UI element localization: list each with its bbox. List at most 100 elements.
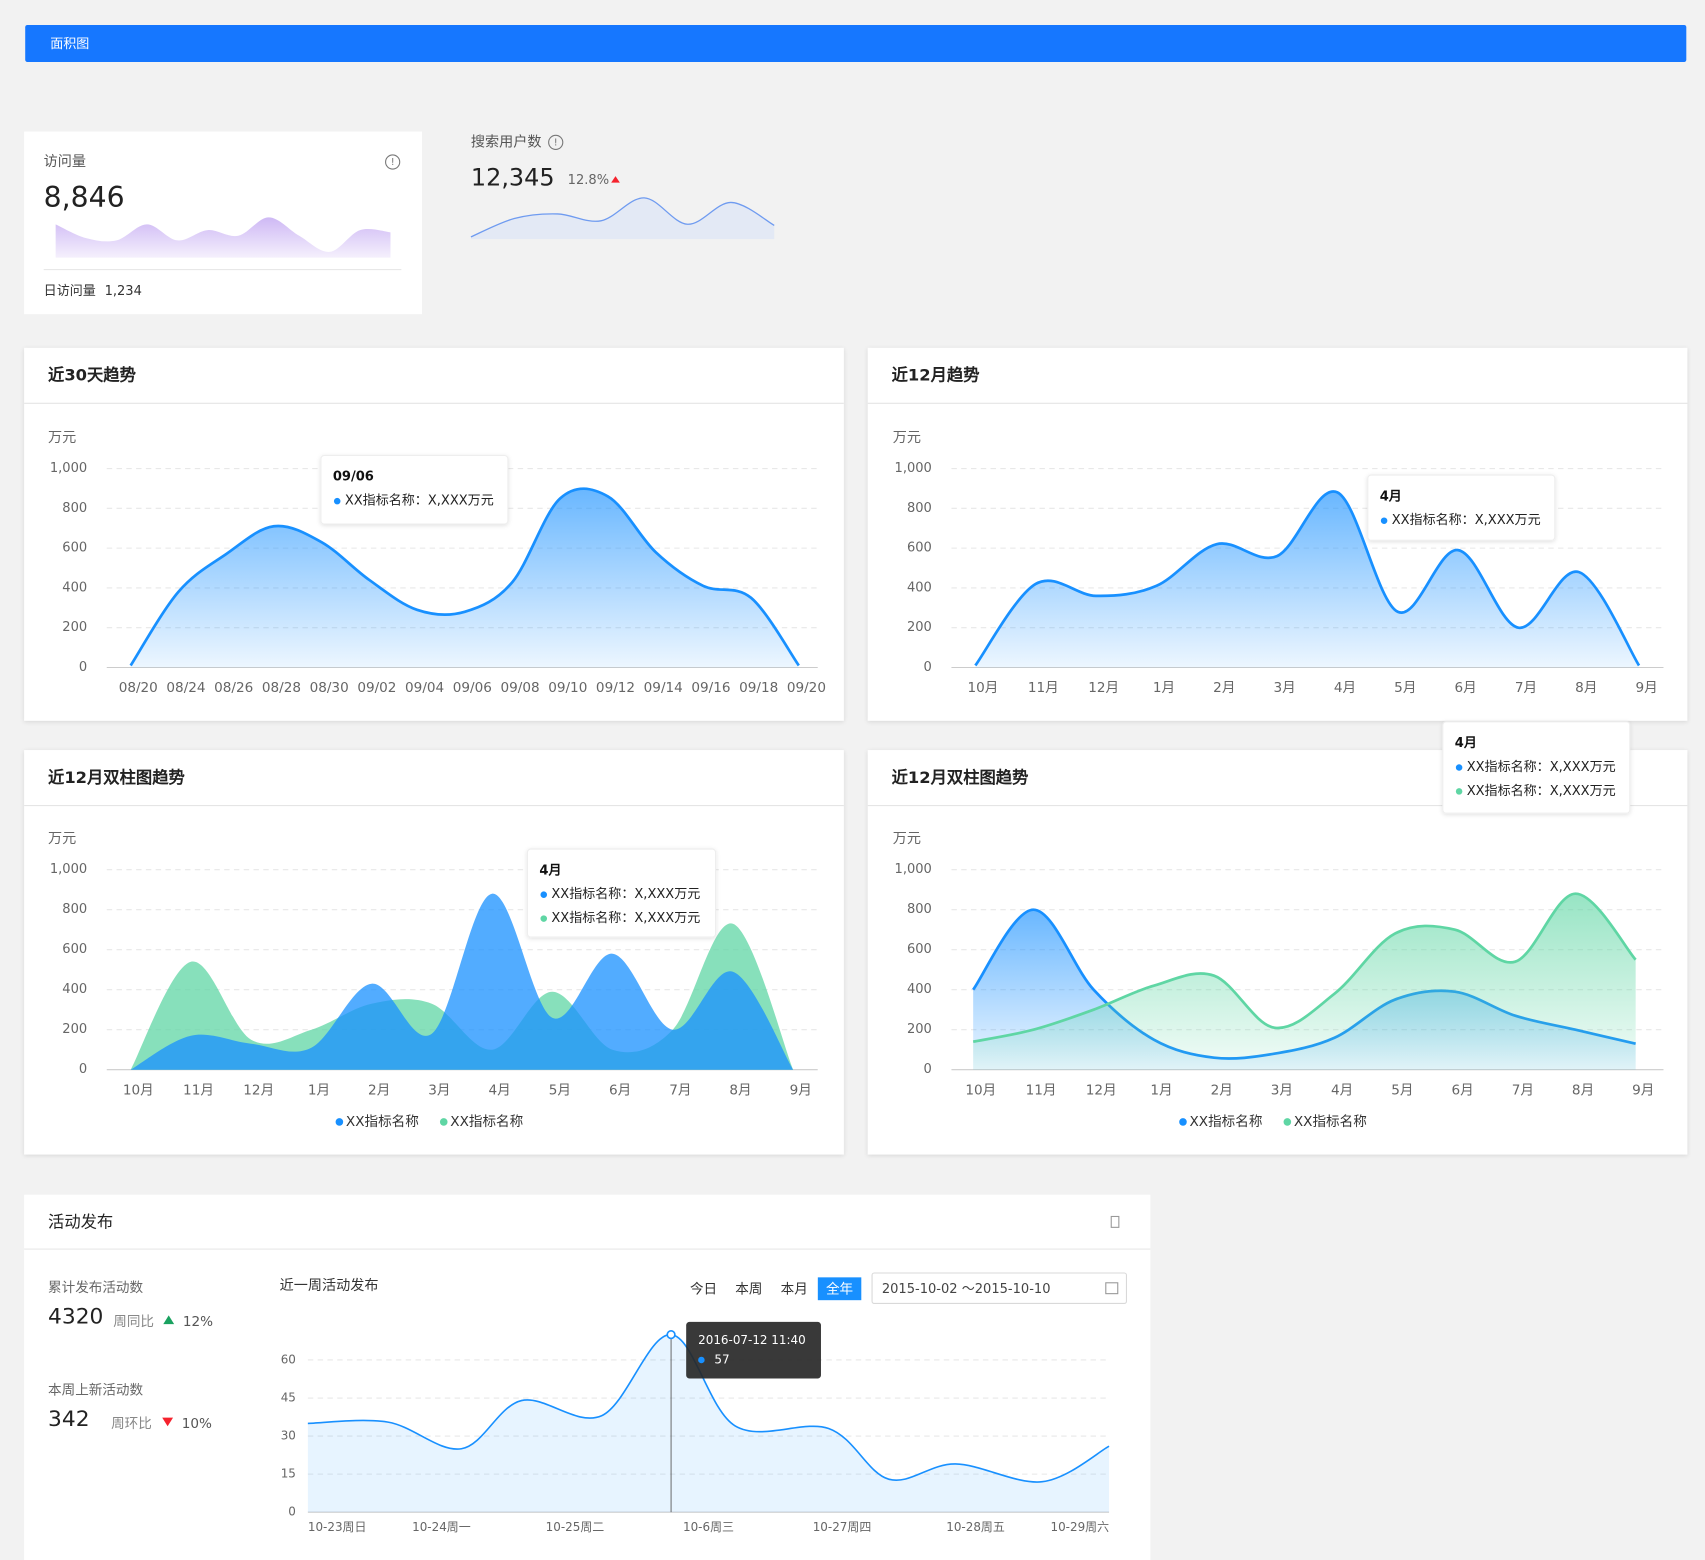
card-title: 近12月趋势 bbox=[892, 366, 981, 385]
x-tick-label: 10-6周三 bbox=[683, 1520, 734, 1534]
stat-value: 12,345 bbox=[471, 163, 555, 191]
y-tick-label: 0 bbox=[924, 660, 932, 675]
x-tick-label: 08/26 bbox=[214, 680, 253, 696]
legend-dot bbox=[1179, 1118, 1187, 1126]
y-tick-label: 800 bbox=[62, 501, 87, 516]
y-tick-label: 30 bbox=[281, 1429, 296, 1443]
tooltip-item: XX指标名称：X,XXX万元 bbox=[1467, 759, 1616, 775]
x-tick-label: 08/24 bbox=[166, 680, 205, 696]
tooltip-dot bbox=[1380, 517, 1388, 524]
y-tick-label: 400 bbox=[907, 982, 932, 997]
area-line bbox=[129, 487, 800, 667]
area-fill bbox=[130, 893, 794, 1070]
stat-change: 10% bbox=[182, 1416, 212, 1432]
y-tick-label: 0 bbox=[79, 660, 87, 675]
stat-footer-value: 1,234 bbox=[105, 284, 142, 299]
tooltip-item: XX指标名称：X,XXX万元 bbox=[551, 910, 700, 926]
x-tick-label: 5月 bbox=[549, 1082, 571, 1098]
legend-label[interactable]: XX指标名称 bbox=[1294, 1114, 1367, 1130]
tooltip-title: 09/06 bbox=[333, 470, 374, 485]
tooltip bbox=[686, 1321, 821, 1379]
info-icon[interactable] bbox=[385, 154, 401, 170]
area-fill bbox=[307, 1334, 1110, 1513]
tooltip-dot bbox=[698, 1356, 705, 1364]
tooltip-dot bbox=[540, 891, 548, 898]
legend-label[interactable]: XX指标名称 bbox=[450, 1114, 523, 1130]
area-fill bbox=[975, 491, 1640, 668]
x-tick-label: 09/04 bbox=[405, 680, 444, 696]
activity-card bbox=[24, 1194, 1151, 1560]
x-tick-label: 11月 bbox=[183, 1082, 214, 1098]
tooltip-title: 4月 bbox=[539, 863, 561, 878]
stat-label: 累计发布活动数 bbox=[48, 1280, 143, 1296]
x-tick-label: 6月 bbox=[1455, 680, 1477, 696]
tooltip-dot bbox=[1455, 764, 1463, 771]
y-axis-unit: 万元 bbox=[48, 831, 76, 847]
x-tick-label: 08/20 bbox=[119, 680, 158, 696]
tooltip bbox=[1442, 721, 1631, 814]
trend-up bbox=[611, 176, 620, 183]
x-tick-label: 09/08 bbox=[500, 680, 539, 696]
x-tick-label: 4月 bbox=[1334, 680, 1356, 696]
x-tick-label: 09/10 bbox=[548, 680, 587, 696]
card-title: 近12月双柱图趋势 bbox=[48, 768, 185, 787]
card-title: 活动发布 bbox=[48, 1212, 113, 1231]
tooltip-dot bbox=[1455, 788, 1463, 795]
filter-tab[interactable]: 今日 bbox=[690, 1281, 717, 1297]
y-tick-label: 800 bbox=[907, 902, 932, 917]
x-tick-label: 7月 bbox=[1512, 1082, 1534, 1098]
x-tick-label: 3月 bbox=[428, 1082, 450, 1098]
y-tick-label: 600 bbox=[907, 942, 932, 957]
y-tick-label: 200 bbox=[62, 620, 87, 635]
info-icon[interactable] bbox=[548, 134, 564, 151]
x-tick-label: 7月 bbox=[1515, 680, 1537, 696]
x-tick-label: 10-23周日 bbox=[308, 1520, 367, 1534]
hover-point bbox=[666, 1329, 676, 1340]
legend-label[interactable]: XX指标名称 bbox=[346, 1114, 419, 1130]
tooltip-title: 2016-07-12 11:40 bbox=[698, 1333, 806, 1347]
tooltip-item: XX指标名称：X,XXX万元 bbox=[345, 493, 494, 509]
stat-value: 342 bbox=[48, 1407, 89, 1432]
legend-label[interactable]: XX指标名称 bbox=[1190, 1114, 1263, 1130]
y-tick-label: 600 bbox=[62, 942, 87, 957]
stat-value: 8,846 bbox=[44, 181, 125, 214]
x-tick-label: 2月 bbox=[368, 1082, 390, 1098]
tooltip-item: XX指标名称：X,XXX万元 bbox=[1467, 783, 1616, 799]
tooltip-title: 4月 bbox=[1380, 489, 1402, 504]
x-tick-label: 1月 bbox=[1153, 680, 1175, 696]
y-tick-label: 200 bbox=[62, 1022, 87, 1037]
x-tick-label: 6月 bbox=[609, 1082, 631, 1098]
y-tick-label: 0 bbox=[924, 1062, 932, 1077]
card-icon[interactable] bbox=[1110, 1215, 1120, 1228]
x-tick-label: 5月 bbox=[1391, 1082, 1413, 1098]
x-tick-label: 10-25周二 bbox=[546, 1520, 605, 1534]
x-tick-label: 10-29周六 bbox=[1050, 1520, 1109, 1534]
chart-title: 近一周活动发布 bbox=[280, 1278, 379, 1294]
x-tick-label: 09/14 bbox=[644, 680, 683, 696]
tooltip-dot bbox=[333, 497, 341, 505]
filter-tab[interactable]: 本周 bbox=[735, 1281, 762, 1297]
filter-tab[interactable]: 本月 bbox=[781, 1281, 808, 1297]
legend-dot bbox=[1283, 1118, 1292, 1126]
tooltip bbox=[526, 848, 717, 938]
date-picker[interactable] bbox=[871, 1272, 1127, 1304]
x-tick-label: 4月 bbox=[489, 1082, 511, 1098]
info-icon-mark: ! bbox=[554, 137, 558, 148]
x-tick-label: 10月 bbox=[123, 1082, 154, 1098]
x-tick-label: 2月 bbox=[1211, 1082, 1233, 1098]
stat-label: 本周上新活动数 bbox=[48, 1382, 143, 1398]
x-tick-label: 09/18 bbox=[739, 680, 778, 696]
tooltip-item: XX指标名称：X,XXX万元 bbox=[551, 886, 700, 902]
y-tick-label: 0 bbox=[288, 1505, 296, 1519]
sparkline-area bbox=[470, 197, 775, 240]
tooltip-item: 57 bbox=[714, 1352, 729, 1366]
x-tick-label: 3月 bbox=[1274, 680, 1296, 696]
x-tick-label: 8月 bbox=[1572, 1082, 1594, 1098]
tooltip-item: XX指标名称：X,XXX万元 bbox=[1392, 512, 1541, 528]
area-fill bbox=[130, 488, 799, 668]
stat-change: 12.8% bbox=[568, 173, 609, 188]
filter-tab[interactable]: 全年 bbox=[826, 1280, 853, 1297]
y-axis-unit: 万元 bbox=[893, 831, 921, 847]
